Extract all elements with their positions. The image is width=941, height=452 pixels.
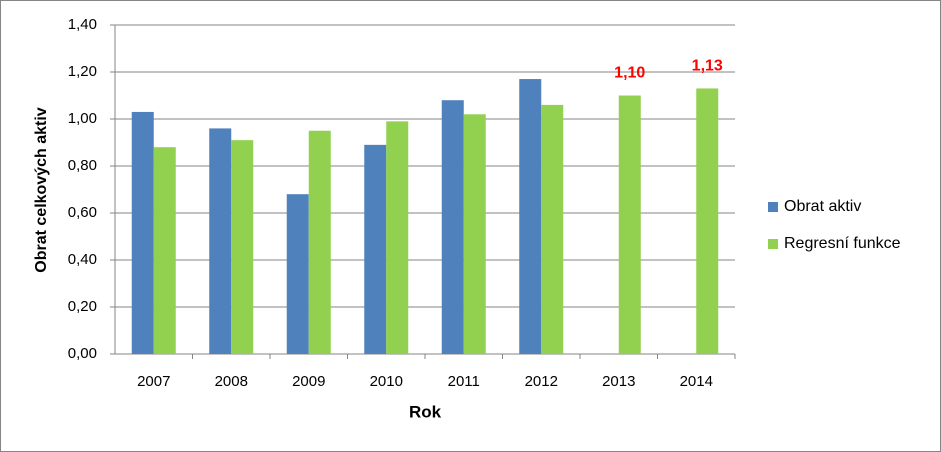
legend-swatch	[768, 239, 778, 249]
bar	[519, 79, 542, 355]
bar	[441, 100, 464, 354]
y-tick-label: 0,80	[68, 157, 97, 174]
legend-label: Obrat aktiv	[784, 198, 861, 215]
bar	[286, 194, 309, 354]
bar	[231, 140, 254, 354]
y-tick-label: 0,20	[68, 298, 97, 315]
x-tick-label: 2011	[448, 373, 480, 390]
x-axis-title: Rok	[409, 402, 442, 421]
bar	[618, 95, 641, 354]
x-tick-label: 2013	[602, 373, 635, 390]
bar	[209, 128, 232, 354]
bar	[364, 144, 387, 354]
x-tick-label: 2010	[370, 373, 403, 390]
x-tick-label: 2007	[137, 373, 170, 390]
bar	[541, 104, 564, 355]
y-axis-title: Obrat celkových aktiv	[33, 107, 50, 273]
value-label: 1,10	[614, 65, 645, 82]
y-tick-label: 0,00	[68, 345, 97, 362]
y-tick-label: 1,20	[68, 63, 97, 80]
x-tick-label: 2014	[680, 373, 713, 390]
bar	[131, 111, 154, 354]
y-tick-label: 0,60	[68, 204, 97, 221]
y-tick-label: 0,40	[68, 251, 97, 268]
bar	[153, 147, 176, 354]
bar	[463, 114, 486, 354]
y-tick-label: 1,40	[68, 16, 97, 33]
legend-label: Regresní funkce	[784, 235, 901, 252]
x-tick-label: 2008	[215, 373, 248, 390]
x-tick-label: 2009	[292, 373, 325, 390]
legend-swatch	[768, 202, 778, 212]
bar	[386, 121, 409, 354]
x-tick-label: 2012	[525, 373, 558, 390]
y-tick-label: 1,00	[68, 110, 97, 127]
bar	[308, 130, 331, 354]
bar	[696, 88, 719, 354]
value-label: 1,13	[692, 58, 723, 75]
